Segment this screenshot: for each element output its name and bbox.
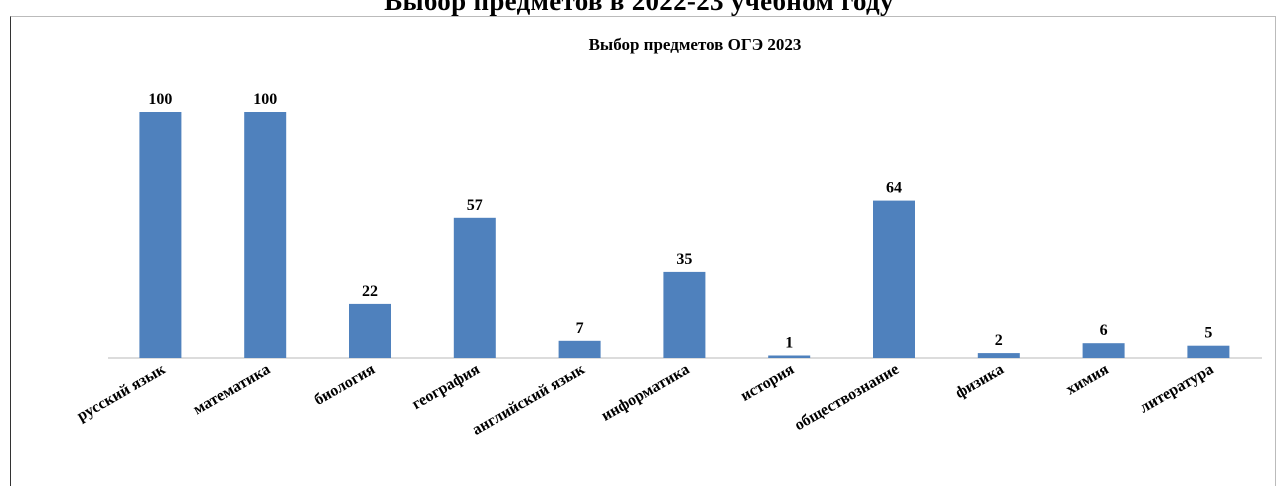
value-label-8: 2 bbox=[995, 332, 1003, 349]
bar-8 bbox=[977, 353, 1020, 358]
value-label-9: 6 bbox=[1100, 322, 1108, 339]
chart-frame bbox=[10, 16, 1276, 486]
value-label-0: 100 bbox=[148, 91, 172, 108]
category-label-1: математика bbox=[190, 361, 273, 419]
bar-9 bbox=[1082, 343, 1125, 358]
value-label-5: 35 bbox=[676, 251, 692, 268]
value-label-1: 100 bbox=[253, 91, 277, 108]
value-labels-group: 100 100 22 57 7 35 1 64 2 6 5 bbox=[148, 91, 1212, 352]
value-label-2: 22 bbox=[362, 283, 378, 300]
category-label-6: история bbox=[738, 361, 798, 405]
value-label-6: 1 bbox=[785, 335, 793, 352]
bars-group bbox=[139, 112, 1230, 358]
page-heading: Выбор предметов в 2022-23 учебном году bbox=[384, 0, 894, 16]
category-label-9: химия bbox=[1063, 361, 1112, 399]
value-label-4: 7 bbox=[576, 320, 584, 337]
value-label-10: 5 bbox=[1204, 325, 1212, 342]
value-label-3: 57 bbox=[467, 197, 483, 214]
bar-2 bbox=[349, 303, 391, 358]
category-label-0: русский язык bbox=[74, 360, 169, 425]
category-labels-group: русский язык математика биология географияа… bbox=[74, 360, 1216, 438]
category-label-10: литература bbox=[1137, 361, 1217, 417]
category-label-7: обществознание bbox=[792, 361, 902, 434]
bar-6 bbox=[768, 355, 811, 358]
chart-title: Выбор предметов ОГЭ 2023 bbox=[589, 35, 802, 54]
bar-10 bbox=[1187, 345, 1230, 358]
value-label-7: 64 bbox=[886, 180, 902, 197]
category-label-3: география bbox=[409, 361, 483, 414]
category-label-5: информатика bbox=[599, 361, 693, 425]
bar-3 bbox=[453, 217, 496, 358]
category-label-4: английский язык bbox=[469, 360, 588, 438]
category-label-2: биология bbox=[311, 361, 378, 409]
bar-1 bbox=[244, 112, 287, 358]
bar-0 bbox=[139, 112, 182, 358]
category-label-8: физика bbox=[952, 361, 1006, 402]
bar-4 bbox=[558, 340, 601, 358]
bar-7 bbox=[873, 200, 915, 358]
bar-5 bbox=[663, 271, 706, 358]
